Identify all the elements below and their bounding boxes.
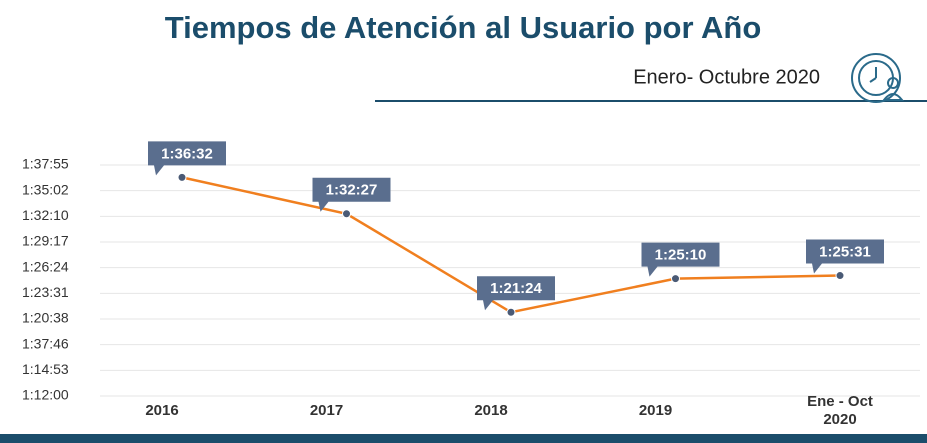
point bbox=[835, 271, 845, 281]
data-label: 1:36:32 bbox=[161, 145, 213, 162]
x-tick-label: 2016 bbox=[145, 402, 179, 419]
point bbox=[177, 172, 187, 182]
x-tick-label: 2019 bbox=[638, 402, 673, 419]
chart-title: Tiempos de Atención al Usuario por Año bbox=[165, 10, 762, 45]
y-tick-label: 1:12:00 bbox=[22, 387, 69, 403]
y-tick-label: 1:29:17 bbox=[22, 233, 69, 249]
bottom-bar bbox=[0, 434, 927, 443]
x-tick-label: 2018 bbox=[474, 402, 508, 419]
y-tick-label: 1:32:10 bbox=[22, 207, 69, 223]
point bbox=[506, 307, 516, 317]
point bbox=[671, 274, 680, 284]
y-tick-label: 1:37:46 bbox=[22, 335, 69, 351]
point bbox=[342, 209, 351, 219]
y-tick-label: 1:35:02 bbox=[22, 181, 69, 197]
chart-subtitle: Enero- Octubre 2020 bbox=[633, 66, 820, 88]
label-box bbox=[806, 239, 884, 274]
data-label: 1:25:31 bbox=[819, 244, 871, 261]
y-tick-label: 1:20:38 bbox=[22, 310, 69, 326]
label-box bbox=[148, 141, 226, 176]
label-box bbox=[477, 276, 555, 311]
data-label: 1:25:10 bbox=[655, 247, 707, 264]
label-box bbox=[641, 242, 720, 277]
x-tick-label: 2017 bbox=[309, 402, 344, 419]
label-box bbox=[312, 177, 391, 212]
data-label: 1:21:24 bbox=[490, 280, 542, 297]
x-tick-label: Ene - Oct 2020 bbox=[807, 393, 873, 428]
y-tick-label: 1:26:24 bbox=[22, 258, 69, 274]
y-tick-label: 1:23:31 bbox=[22, 284, 69, 300]
y-tick-label: 1:37:55 bbox=[22, 156, 69, 172]
y-tick-label: 1:14:53 bbox=[22, 361, 69, 377]
clock-icon bbox=[851, 53, 905, 103]
data-label: 1:32:27 bbox=[326, 182, 378, 199]
